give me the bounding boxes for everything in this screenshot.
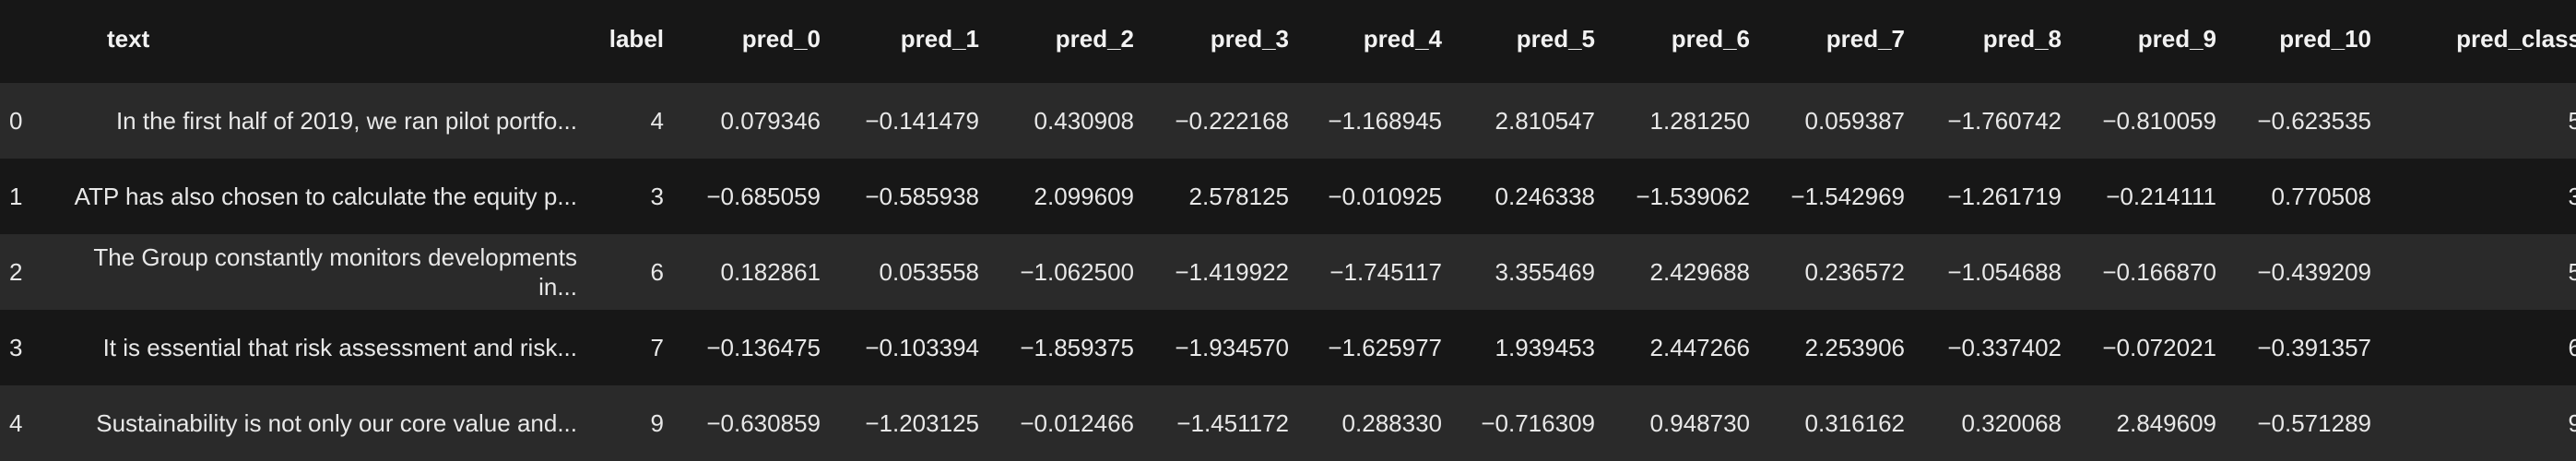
pred-cell: −1.419922 bbox=[1147, 234, 1302, 310]
label-cell: 6 bbox=[594, 234, 677, 310]
pred-cell: −1.451172 bbox=[1147, 385, 1302, 461]
column-header-label: label bbox=[609, 25, 664, 53]
pred-cell: 2.447266 bbox=[1608, 310, 1763, 385]
pred-cell: −0.623535 bbox=[2229, 83, 2384, 159]
pred-cell: 0.320068 bbox=[1918, 385, 2074, 461]
label-cell: 4 bbox=[594, 83, 677, 159]
pred-cell: −0.571289 bbox=[2229, 385, 2384, 461]
pred-cell: −1.859375 bbox=[992, 310, 1147, 385]
pred-cell: −1.760742 bbox=[1918, 83, 2074, 159]
pred-class-cell: 5 bbox=[2384, 234, 2576, 310]
pred-cell: −0.072021 bbox=[2074, 310, 2229, 385]
label-cell: 7 bbox=[594, 310, 677, 385]
pred-cell: 0.316162 bbox=[1763, 385, 1918, 461]
pred-cell: −0.214111 bbox=[2074, 159, 2229, 234]
pred-cell: 0.430908 bbox=[992, 83, 1147, 159]
pred-class-cell: 6 bbox=[2384, 310, 2576, 385]
pred-cell: −1.261719 bbox=[1918, 159, 2074, 234]
pred-cell: −0.337402 bbox=[1918, 310, 2074, 385]
pred-cell: −0.585938 bbox=[833, 159, 992, 234]
pred-class-cell: 3 bbox=[2384, 159, 2576, 234]
row-index: 1 bbox=[0, 159, 46, 234]
pred-cell: −0.222168 bbox=[1147, 83, 1302, 159]
pred-cell: 0.059387 bbox=[1763, 83, 1918, 159]
table-row: 3 It is essential that risk assessment a… bbox=[0, 310, 2576, 385]
pred-class-cell: 9 bbox=[2384, 385, 2576, 461]
pred-cell: −0.630859 bbox=[677, 385, 833, 461]
pred-cell: 2.810547 bbox=[1455, 83, 1608, 159]
column-header-pred-5: pred_5 bbox=[1516, 25, 1595, 53]
text-cell: It is essential that risk assessment and… bbox=[46, 310, 594, 385]
pred-cell: −1.625977 bbox=[1302, 310, 1455, 385]
header-row: text label pred_0 pred_1 pred_2 pred_3 p… bbox=[0, 11, 2576, 83]
pred-cell: 2.253906 bbox=[1763, 310, 1918, 385]
pred-cell: −0.010925 bbox=[1302, 159, 1455, 234]
column-header-pred-class: pred_class bbox=[2456, 25, 2576, 53]
column-header-pred-3: pred_3 bbox=[1210, 25, 1289, 53]
column-header-text: text bbox=[107, 25, 150, 53]
pred-cell: −0.685059 bbox=[677, 159, 833, 234]
text-cell: The Group constantly monitors developmen… bbox=[46, 234, 594, 310]
pred-cell: 2.578125 bbox=[1147, 159, 1302, 234]
pred-cell: −1.934570 bbox=[1147, 310, 1302, 385]
dataframe-output: text label pred_0 pred_1 pred_2 pred_3 p… bbox=[0, 25, 2576, 461]
dataframe-table: text label pred_0 pred_1 pred_2 pred_3 p… bbox=[0, 11, 2576, 461]
column-header-pred-4: pred_4 bbox=[1363, 25, 1442, 53]
pred-cell: −1.054688 bbox=[1918, 234, 2074, 310]
column-header-pred-2: pred_2 bbox=[1055, 25, 1134, 53]
column-header-pred-8: pred_8 bbox=[1982, 25, 2062, 53]
table-row: 1 ATP has also chosen to calculate the e… bbox=[0, 159, 2576, 234]
pred-cell: 0.236572 bbox=[1763, 234, 1918, 310]
table-row: 4 Sustainability is not only our core va… bbox=[0, 385, 2576, 461]
pred-cell: −1.542969 bbox=[1763, 159, 1918, 234]
pred-cell: 0.246338 bbox=[1455, 159, 1608, 234]
row-index: 3 bbox=[0, 310, 46, 385]
pred-cell: 0.948730 bbox=[1608, 385, 1763, 461]
column-header-pred-6: pred_6 bbox=[1671, 25, 1750, 53]
text-cell: ATP has also chosen to calculate the equ… bbox=[46, 159, 594, 234]
pred-cell: 0.288330 bbox=[1302, 385, 1455, 461]
pred-cell: 1.281250 bbox=[1608, 83, 1763, 159]
pred-cell: −1.062500 bbox=[992, 234, 1147, 310]
pred-cell: −0.103394 bbox=[833, 310, 992, 385]
pred-cell: 2.429688 bbox=[1608, 234, 1763, 310]
pred-cell: 0.053558 bbox=[833, 234, 992, 310]
row-index: 4 bbox=[0, 385, 46, 461]
pred-cell: −1.168945 bbox=[1302, 83, 1455, 159]
pred-cell: 1.939453 bbox=[1455, 310, 1608, 385]
text-cell: Sustainability is not only our core valu… bbox=[46, 385, 594, 461]
pred-cell: 2.849609 bbox=[2074, 385, 2229, 461]
pred-cell: −0.136475 bbox=[677, 310, 833, 385]
pred-cell: −1.745117 bbox=[1302, 234, 1455, 310]
column-header-pred-0: pred_0 bbox=[741, 25, 821, 53]
table-row: 2 The Group constantly monitors developm… bbox=[0, 234, 2576, 310]
pred-cell: 3.355469 bbox=[1455, 234, 1608, 310]
pred-cell: 0.770508 bbox=[2229, 159, 2384, 234]
label-cell: 3 bbox=[594, 159, 677, 234]
pred-cell: −0.141479 bbox=[833, 83, 992, 159]
text-cell: In the first half of 2019, we ran pilot … bbox=[46, 83, 594, 159]
column-header-pred-1: pred_1 bbox=[900, 25, 979, 53]
label-cell: 9 bbox=[594, 385, 677, 461]
pred-cell: −1.539062 bbox=[1608, 159, 1763, 234]
row-index: 2 bbox=[0, 234, 46, 310]
index-header bbox=[0, 11, 46, 83]
pred-cell: 0.182861 bbox=[677, 234, 833, 310]
pred-cell: −0.012466 bbox=[992, 385, 1147, 461]
column-header-pred-7: pred_7 bbox=[1826, 25, 1905, 53]
pred-cell: −0.166870 bbox=[2074, 234, 2229, 310]
pred-cell: 2.099609 bbox=[992, 159, 1147, 234]
pred-cell: −1.203125 bbox=[833, 385, 992, 461]
pred-class-cell: 5 bbox=[2384, 83, 2576, 159]
pred-cell: −0.439209 bbox=[2229, 234, 2384, 310]
row-index: 0 bbox=[0, 83, 46, 159]
column-header-pred-10: pred_10 bbox=[2279, 25, 2371, 53]
pred-cell: −0.716309 bbox=[1455, 385, 1608, 461]
column-header-pred-9: pred_9 bbox=[2137, 25, 2216, 53]
pred-cell: −0.391357 bbox=[2229, 310, 2384, 385]
pred-cell: −0.810059 bbox=[2074, 83, 2229, 159]
table-row: 0 In the first half of 2019, we ran pilo… bbox=[0, 83, 2576, 159]
pred-cell: 0.079346 bbox=[677, 83, 833, 159]
